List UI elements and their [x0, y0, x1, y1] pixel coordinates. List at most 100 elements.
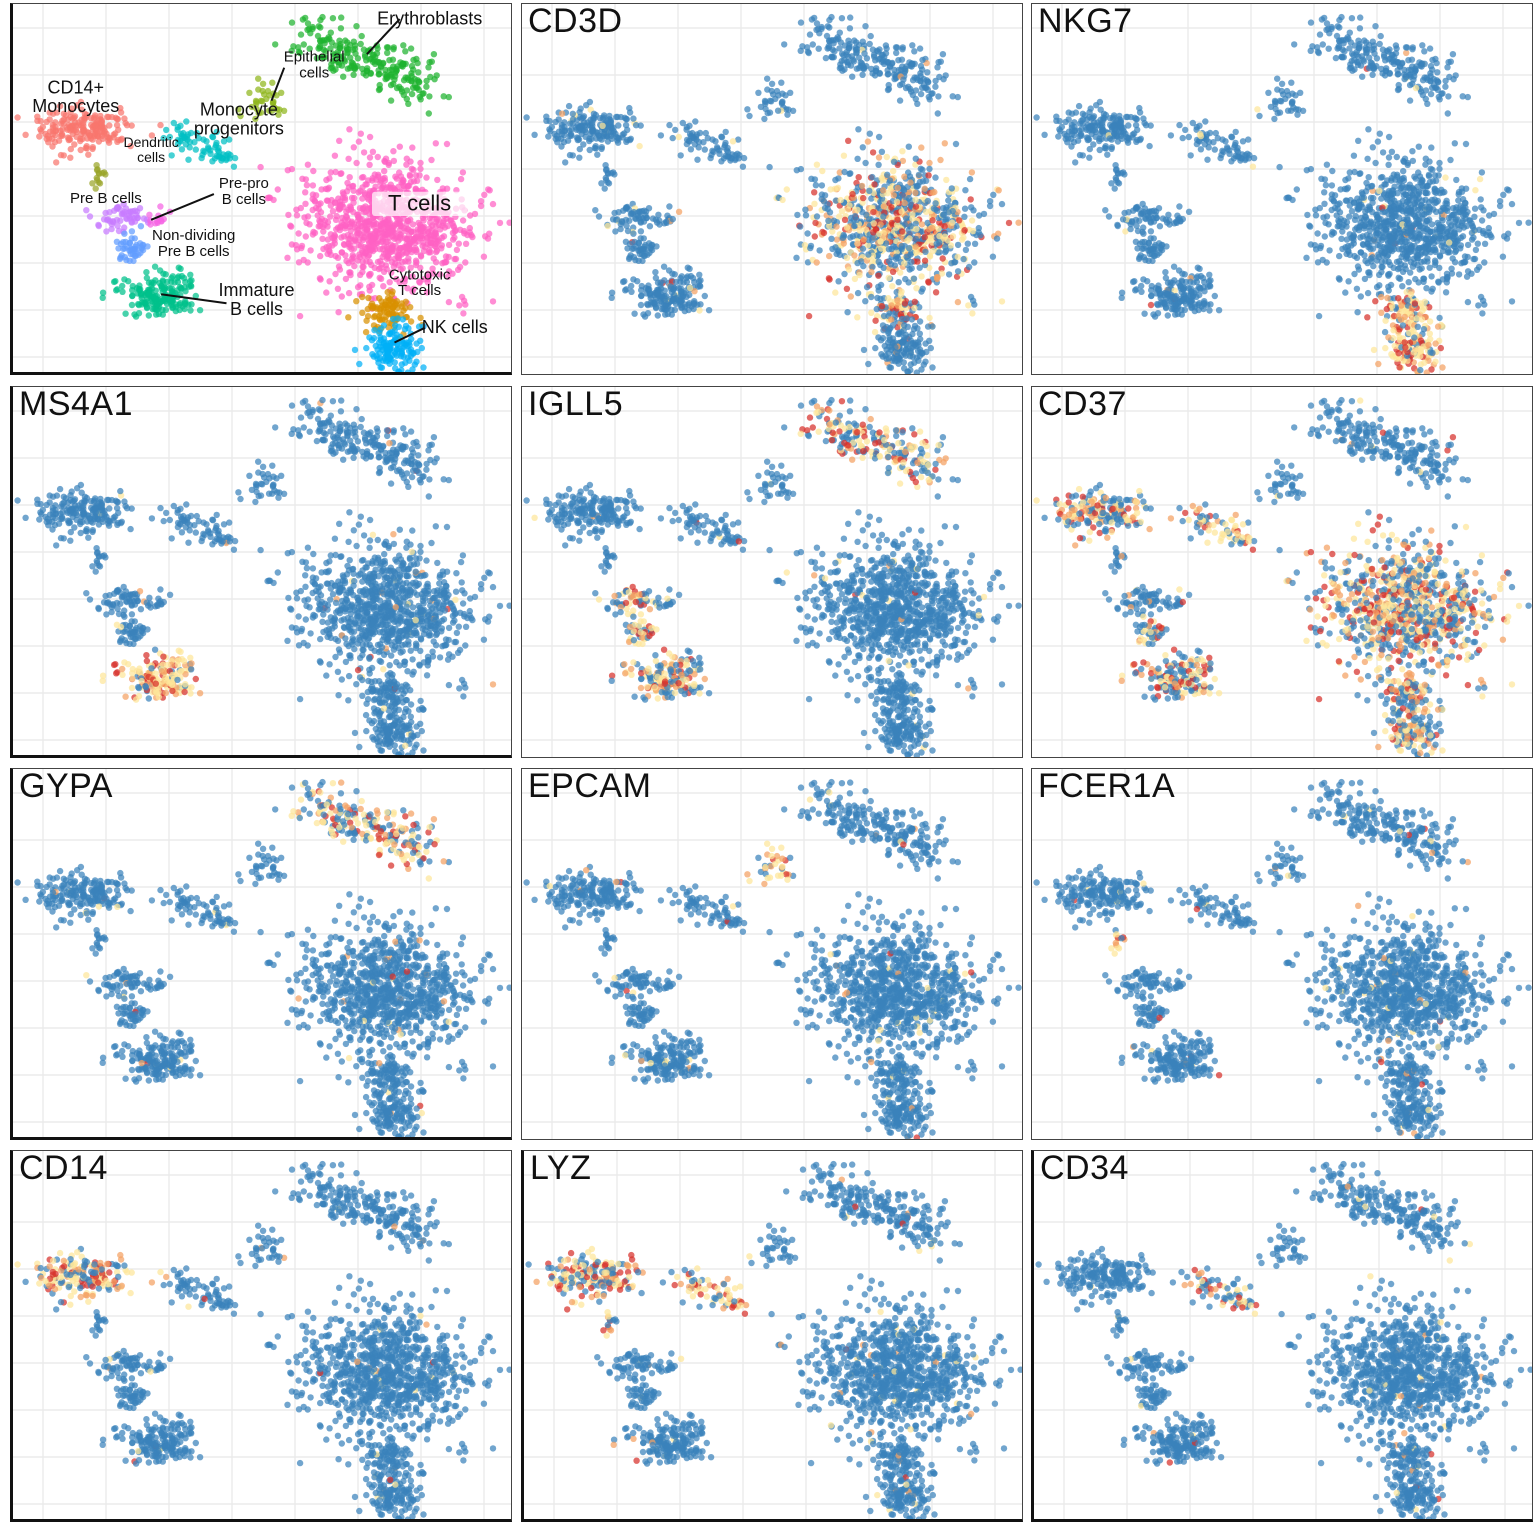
cell-point — [1359, 73, 1366, 80]
cell-point — [909, 42, 916, 49]
cell-point — [455, 240, 462, 247]
cell-point — [363, 344, 370, 352]
cell-point — [360, 149, 368, 156]
cell-point — [458, 293, 466, 301]
cell-point — [1370, 65, 1377, 72]
cell-point — [1116, 112, 1123, 120]
cell-point — [566, 151, 574, 159]
cell-point — [366, 334, 373, 341]
cell-point — [895, 279, 902, 286]
cell-point — [331, 240, 338, 247]
cell-point — [439, 185, 446, 192]
cell-point — [336, 137, 343, 144]
cell-point — [438, 242, 446, 249]
cell-point — [827, 186, 834, 193]
cell-point — [602, 174, 609, 182]
cell-point — [337, 170, 344, 177]
cell-point — [1096, 146, 1103, 154]
cell-point — [427, 249, 434, 256]
cell-point — [885, 350, 892, 357]
cell-point — [1364, 46, 1371, 53]
cell-point — [377, 63, 385, 70]
cell-point — [169, 288, 176, 296]
cell-point — [1102, 145, 1109, 152]
cell-point — [1140, 245, 1147, 252]
cell-point — [961, 227, 968, 234]
cell-point — [213, 139, 220, 147]
cell-point — [1289, 90, 1296, 97]
cell-point — [121, 208, 128, 216]
cell-point — [926, 165, 933, 173]
cell-point — [368, 261, 375, 269]
cell-point — [916, 264, 923, 271]
cell-point — [906, 266, 913, 273]
cell-point — [943, 176, 950, 184]
cell-point — [380, 322, 388, 329]
cell-point — [862, 298, 869, 305]
cell-point — [907, 223, 914, 230]
cell-point — [913, 225, 920, 233]
cell-point — [1140, 115, 1147, 122]
cell-point — [1294, 111, 1301, 118]
cell-point — [440, 233, 448, 240]
cell-point — [934, 207, 941, 214]
cell-point — [459, 217, 467, 224]
cell-point — [862, 23, 869, 30]
cell-point — [860, 346, 868, 354]
cell-point — [379, 316, 386, 323]
cell-point — [397, 235, 404, 242]
cell-point — [828, 13, 835, 21]
cell-point — [523, 114, 530, 121]
cluster-label: T cells — [388, 191, 451, 216]
cell-point — [1288, 79, 1295, 86]
cell-point — [847, 234, 854, 241]
cell-point — [1429, 56, 1436, 64]
cell-point — [998, 200, 1006, 208]
cell-point — [901, 173, 908, 180]
cell-point — [598, 180, 605, 187]
cell-point — [342, 252, 349, 259]
cell-point — [1346, 45, 1353, 52]
cell-point — [967, 196, 974, 203]
cell-point — [1005, 219, 1013, 227]
cell-point — [376, 70, 383, 78]
cell-point — [878, 351, 885, 358]
cell-point — [98, 119, 105, 126]
cell-point — [907, 366, 914, 374]
cell-point — [1427, 90, 1435, 98]
cell-point — [1176, 203, 1183, 210]
cell-point — [51, 138, 59, 146]
cell-point — [630, 245, 637, 252]
cell-point — [366, 283, 373, 290]
cell-point — [652, 274, 660, 282]
cell-point — [851, 275, 859, 283]
cell-point — [601, 185, 608, 192]
cell-point — [123, 122, 131, 129]
cell-point — [1146, 208, 1153, 215]
cell-point — [371, 327, 378, 334]
cell-point — [104, 113, 111, 121]
cell-point — [1314, 44, 1321, 51]
cell-point — [837, 61, 844, 68]
cell-point — [870, 208, 877, 216]
cell-point — [318, 186, 325, 193]
cell-point — [1076, 151, 1084, 159]
cell-point — [404, 285, 411, 292]
cell-point — [627, 135, 634, 142]
cell-point — [1105, 213, 1113, 220]
cell-point — [655, 211, 662, 218]
cell-point — [932, 83, 939, 90]
cell-point — [401, 275, 409, 282]
cell-point — [598, 145, 605, 153]
cell-point — [1419, 42, 1426, 49]
cell-point — [160, 134, 167, 142]
cell-point — [811, 189, 818, 196]
cell-point — [142, 301, 150, 308]
cell-point — [403, 235, 410, 243]
cell-point — [452, 227, 459, 234]
cell-point — [901, 300, 909, 307]
cell-point — [645, 205, 653, 212]
cell-point — [686, 265, 693, 272]
cell-point — [841, 168, 848, 176]
cell-point — [359, 268, 366, 276]
